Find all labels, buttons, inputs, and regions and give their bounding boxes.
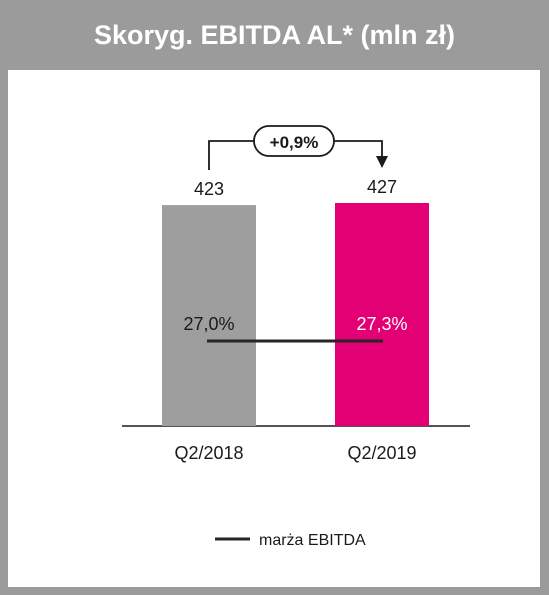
bar-label-0: 423 — [194, 179, 224, 199]
x-tick-label-1: Q2/2019 — [347, 443, 416, 463]
chart-title: Skoryg. EBITDA AL* (mln zł) — [93, 19, 456, 50]
x-tick-label-0: Q2/2018 — [174, 443, 243, 463]
change-arrow — [376, 156, 388, 168]
margin-label-1: 27,3% — [356, 314, 407, 334]
bar-label-1: 427 — [367, 177, 397, 197]
margin-label-0: 27,0% — [183, 314, 234, 334]
bar-Q2-2018 — [162, 205, 256, 426]
legend-label: marża EBITDA — [259, 532, 366, 549]
change-badge — [253, 125, 335, 157]
bar-Q2-2019 — [335, 203, 429, 426]
change-annotation: +0,9% — [270, 133, 319, 152]
